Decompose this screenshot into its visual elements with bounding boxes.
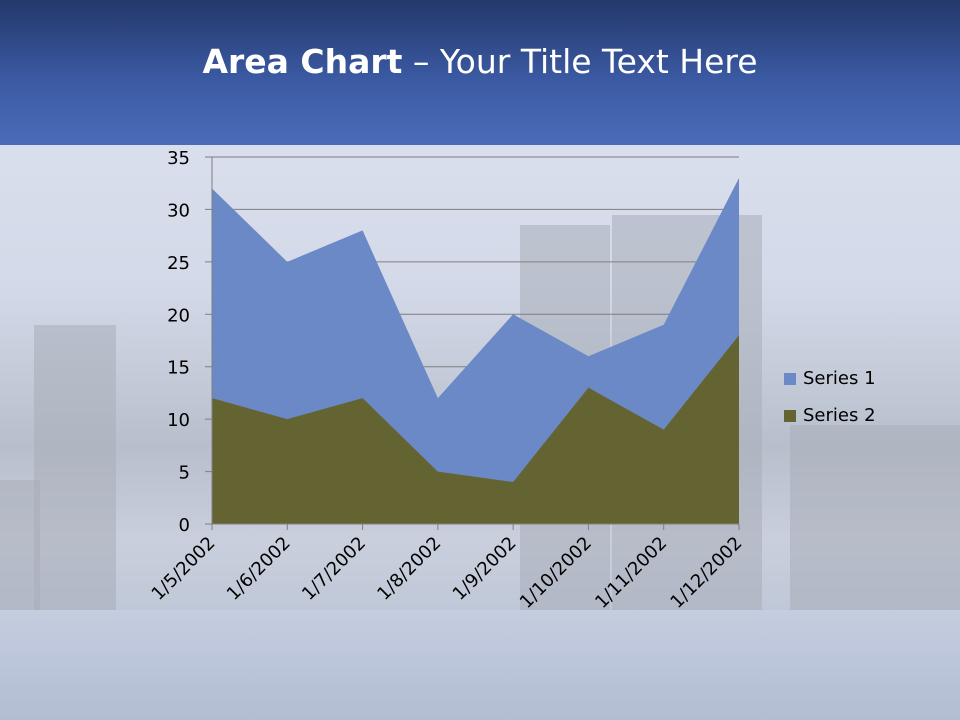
x-tick-label: 1/12/2002 bbox=[666, 533, 746, 613]
slide-title: Area Chart – Your Title Text Here bbox=[0, 42, 960, 81]
legend-swatch bbox=[784, 409, 796, 422]
x-tick-label: 1/9/2002 bbox=[449, 533, 521, 605]
legend-label: Series 2 bbox=[803, 405, 876, 426]
y-tick-label: 20 bbox=[167, 305, 190, 326]
legend-swatch bbox=[784, 372, 796, 385]
y-tick-label: 35 bbox=[167, 148, 190, 169]
x-tick-label: 1/6/2002 bbox=[223, 533, 295, 605]
legend-label: Series 1 bbox=[803, 368, 876, 389]
area-series-2 bbox=[212, 335, 739, 524]
legend-item-series-2: Series 2 bbox=[784, 397, 876, 434]
legend: Series 1 Series 2 bbox=[784, 360, 876, 434]
x-tick-label: 1/10/2002 bbox=[516, 533, 596, 613]
legend-item-series-1: Series 1 bbox=[784, 360, 876, 397]
y-tick-label: 5 bbox=[179, 463, 190, 484]
title-bold: Area Chart bbox=[202, 42, 403, 81]
x-tick-label: 1/11/2002 bbox=[591, 533, 671, 613]
y-tick-label: 30 bbox=[167, 200, 190, 221]
y-tick-label: 0 bbox=[179, 515, 190, 536]
title-rest: – Your Title Text Here bbox=[402, 42, 758, 81]
background-building bbox=[790, 425, 960, 615]
background-building bbox=[0, 480, 40, 610]
y-tick-label: 15 bbox=[167, 358, 190, 379]
y-tick-label: 10 bbox=[167, 410, 190, 431]
x-tick-label: 1/5/2002 bbox=[148, 533, 220, 605]
x-tick-label: 1/7/2002 bbox=[298, 533, 370, 605]
y-tick-label: 25 bbox=[167, 253, 190, 274]
background-building bbox=[34, 325, 116, 615]
background-water bbox=[0, 610, 960, 720]
x-tick-label: 1/8/2002 bbox=[373, 533, 445, 605]
title-bar bbox=[0, 0, 960, 145]
